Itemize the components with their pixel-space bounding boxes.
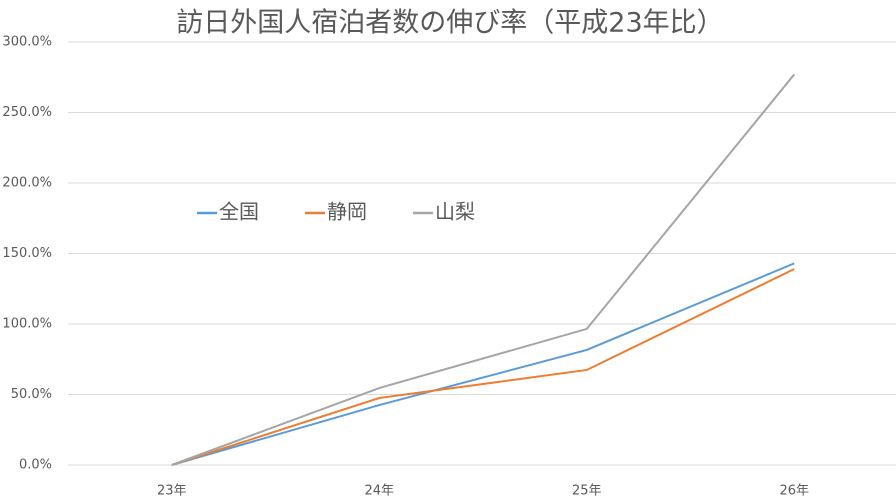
chart-title: 訪日外国人宿泊者数の伸び率（平成23年比） xyxy=(176,8,723,39)
y-tick-label: 200.0% xyxy=(2,176,52,191)
x-tick-label: 26年 xyxy=(779,484,809,499)
y-tick-label: 0.0% xyxy=(19,458,52,473)
y-tick-label: 300.0% xyxy=(2,35,52,50)
y-tick-label: 250.0% xyxy=(2,105,52,120)
x-tick-label: 25年 xyxy=(572,484,602,499)
series-line xyxy=(171,73,796,466)
y-tick-label: 150.0% xyxy=(2,246,52,261)
y-tick-label: 50.0% xyxy=(11,387,52,402)
x-tick-label: 23年 xyxy=(157,484,187,499)
legend-label: 山梨 xyxy=(435,200,475,224)
x-tick-label: 24年 xyxy=(364,484,394,499)
series-line xyxy=(171,268,795,466)
legend-label: 静岡 xyxy=(327,200,367,224)
y-tick-label: 100.0% xyxy=(2,317,52,332)
legend-label: 全国 xyxy=(219,200,259,224)
series-line xyxy=(171,262,795,466)
